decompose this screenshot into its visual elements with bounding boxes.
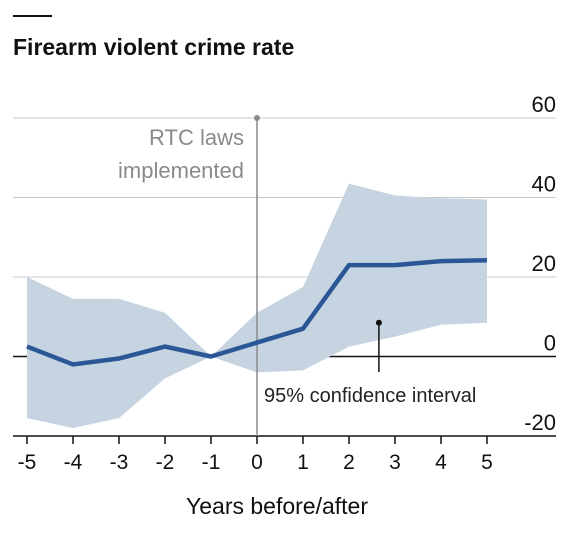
x-tick-labels: -5 -4 -3 -2 -1 0 1 2 3 4 5 [18, 436, 493, 474]
x-tick-label: -3 [110, 451, 129, 474]
x-tick-label: -4 [64, 451, 83, 474]
x-tick-label: 3 [389, 451, 401, 474]
confidence-band-layer [27, 183, 487, 429]
y-tick-label: 0 [544, 331, 556, 356]
ci-pointer [375, 319, 382, 372]
ci-leader-dot [375, 319, 382, 326]
x-tick-label: 2 [343, 451, 355, 474]
confidence-band [27, 183, 487, 429]
rtc-annotation-line2: implemented [118, 158, 244, 183]
y-tick-label: 40 [532, 172, 556, 197]
x-tick-label: -5 [18, 451, 37, 474]
x-tick-label: -2 [156, 451, 175, 474]
x-tick-label: 5 [481, 451, 493, 474]
chart-title: Firearm violent crime rate [13, 34, 294, 60]
ci-annotation-label: 95% confidence interval [264, 385, 476, 407]
rtc-annotation-line1: RTC laws [149, 125, 244, 150]
y-tick-label: 20 [532, 251, 556, 276]
series-line-layer [26, 258, 488, 367]
y-tick-label: -20 [524, 410, 556, 435]
x-tick-label: 0 [251, 451, 263, 474]
y-tick-labels: 60 40 20 0 -20 [524, 92, 556, 435]
title-accent-bar [13, 15, 52, 17]
x-tick-label: 4 [435, 451, 447, 474]
event-line-layer [254, 115, 260, 436]
y-tick-label: 60 [532, 92, 556, 117]
x-tick-label: 1 [297, 451, 309, 474]
event-line-dot [254, 115, 260, 121]
x-tick-label: -1 [202, 451, 221, 474]
x-axis-title: Years before/after [186, 493, 368, 519]
